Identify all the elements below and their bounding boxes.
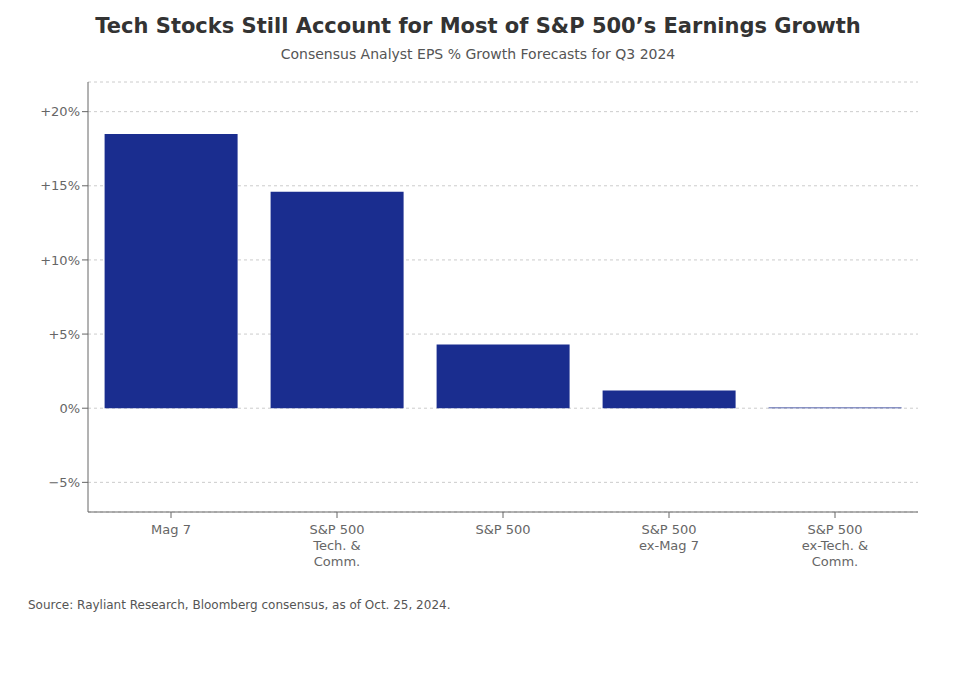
svg-text:S&P 500: S&P 500 (475, 522, 530, 537)
html-text:Tech Stocks Still Account for: Tech Stocks Still Account for Most of S&… (95, 14, 861, 38)
svg-text:+20%: +20% (40, 104, 80, 119)
html-text:Consensus Analyst EPS % Growth: Consensus Analyst EPS % Growth Forecasts… (280, 46, 676, 62)
svg-text:Mag 7: Mag 7 (151, 522, 191, 537)
svg-text:+5%: +5% (48, 327, 80, 342)
svg-text:+10%: +10% (40, 253, 80, 268)
svg-text:0%: 0% (59, 401, 80, 416)
svg-text:−5%: −5% (48, 475, 80, 490)
svg-text:S&P 500ex-Mag 7: S&P 500ex-Mag 7 (639, 522, 699, 553)
svg-text:S&P 500ex-Tech. &Comm.: S&P 500ex-Tech. &Comm. (802, 522, 868, 569)
html-text:Source: Rayliant Research, Blo: Source: Rayliant Research, Bloomberg con… (28, 598, 451, 612)
svg-text:+15%: +15% (40, 178, 80, 193)
svg-text:S&P 500Tech. &Comm.: S&P 500Tech. &Comm. (309, 522, 364, 569)
